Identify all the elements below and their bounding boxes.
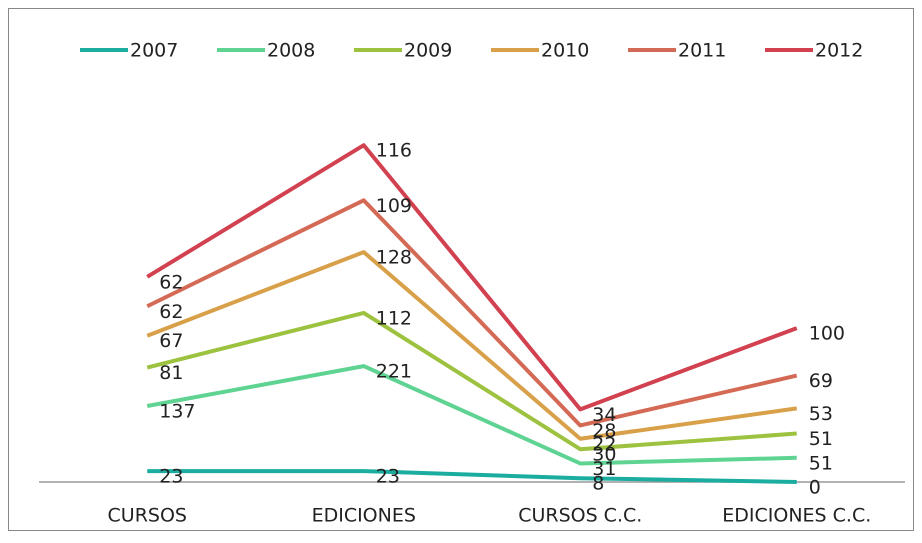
series-line <box>146 310 797 452</box>
data-label: 112 <box>376 307 412 329</box>
data-label: 137 <box>159 401 195 423</box>
data-label: 128 <box>376 247 412 269</box>
data-label: 22 <box>592 433 616 455</box>
legend-label: 2010 <box>541 40 589 62</box>
legend-label: 2011 <box>678 40 726 62</box>
data-label: 116 <box>376 140 412 162</box>
chart-frame <box>8 8 914 531</box>
series-line <box>146 364 797 466</box>
legend-label: 2009 <box>404 40 452 62</box>
data-label: 23 <box>376 466 400 488</box>
x-tick-label: EDICIONES C.C. <box>722 505 871 527</box>
data-label: 23 <box>159 466 183 488</box>
data-label: 34 <box>592 404 616 426</box>
data-label: 100 <box>809 323 845 345</box>
data-label: 31 <box>592 458 616 480</box>
data-label: 0 <box>809 477 821 499</box>
series-line <box>146 250 798 441</box>
x-tick-label: EDICIONES <box>312 505 416 527</box>
data-label: 62 <box>159 301 183 323</box>
data-label: 62 <box>159 271 183 293</box>
data-label: 81 <box>159 362 183 384</box>
data-label: 53 <box>809 403 833 425</box>
data-label: 8 <box>592 473 604 495</box>
x-tick-label: CURSOS <box>108 505 187 527</box>
series-line <box>146 198 798 428</box>
data-label: 69 <box>809 370 833 392</box>
data-label: 221 <box>376 361 412 383</box>
data-label: 51 <box>809 428 833 450</box>
series-line <box>147 469 797 484</box>
data-label: 67 <box>159 330 183 352</box>
legend-label: 2012 <box>815 40 863 62</box>
data-label: 109 <box>376 195 412 217</box>
series-line <box>146 143 798 412</box>
x-tick-label: CURSOS C.C. <box>518 505 642 527</box>
data-label: 51 <box>809 452 833 474</box>
legend-label: 2007 <box>130 40 178 62</box>
data-label: 30 <box>592 444 616 466</box>
data-label: 28 <box>592 420 616 442</box>
legend-label: 2008 <box>267 40 315 62</box>
